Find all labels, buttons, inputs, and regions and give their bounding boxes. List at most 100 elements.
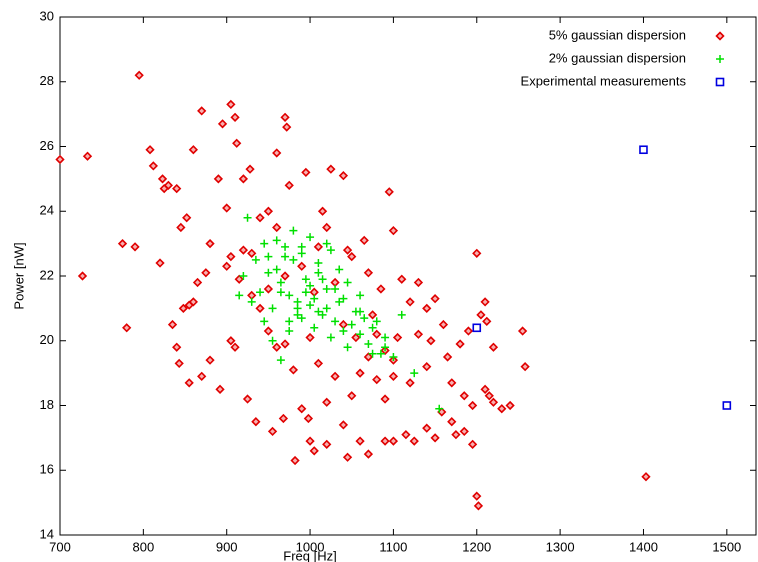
- point: [285, 291, 294, 300]
- point: [484, 391, 494, 401]
- point: [276, 278, 285, 287]
- legend-label: Experimental measurements: [521, 73, 687, 88]
- point: [309, 446, 319, 456]
- point: [301, 275, 310, 284]
- point: [263, 326, 274, 336]
- point: [335, 297, 344, 306]
- point: [167, 319, 178, 330]
- point: [134, 70, 144, 80]
- point: [255, 213, 265, 223]
- point: [313, 242, 324, 252]
- x-tick-label: 1000: [296, 539, 325, 554]
- point: [430, 433, 440, 443]
- point: [438, 319, 449, 330]
- point: [322, 284, 331, 293]
- point: [205, 238, 215, 249]
- point: [230, 112, 240, 122]
- point: [272, 222, 282, 233]
- point: [355, 368, 365, 378]
- point: [339, 327, 348, 336]
- point: [330, 371, 340, 381]
- point: [381, 343, 390, 352]
- point: [413, 277, 424, 288]
- point: [314, 259, 323, 268]
- point: [326, 164, 336, 174]
- point: [331, 317, 340, 326]
- point: [326, 333, 335, 342]
- point: [314, 268, 323, 277]
- point: [347, 320, 356, 329]
- legend-marker: [715, 31, 725, 41]
- point: [384, 187, 394, 197]
- point: [297, 404, 307, 414]
- point: [260, 317, 269, 326]
- point: [272, 265, 281, 274]
- point: [364, 339, 373, 348]
- point: [297, 261, 307, 271]
- point: [473, 501, 484, 511]
- point: [313, 358, 324, 369]
- point: [251, 417, 261, 427]
- point: [272, 342, 282, 352]
- point: [305, 436, 315, 446]
- point: [182, 213, 192, 223]
- legend-label: 2% gaussian dispersion: [549, 50, 686, 65]
- point: [235, 291, 244, 300]
- point: [285, 327, 294, 336]
- point: [455, 339, 465, 349]
- point: [174, 358, 184, 369]
- point: [310, 323, 319, 332]
- point: [172, 183, 182, 194]
- point: [122, 323, 132, 333]
- point: [410, 369, 419, 378]
- point: [389, 352, 398, 361]
- point: [280, 339, 290, 349]
- point: [297, 242, 306, 251]
- point: [472, 248, 482, 258]
- point: [342, 245, 353, 255]
- point: [413, 329, 424, 339]
- point: [488, 397, 499, 407]
- point: [276, 356, 285, 365]
- point: [356, 330, 365, 339]
- y-tick-label: 16: [40, 462, 54, 477]
- point: [293, 310, 302, 319]
- point: [517, 326, 528, 336]
- point: [263, 206, 274, 216]
- point: [148, 161, 158, 171]
- point: [422, 423, 432, 433]
- y-tick-label: 24: [40, 203, 54, 218]
- point: [264, 268, 273, 277]
- point: [322, 397, 332, 407]
- y-tick-label: 26: [40, 138, 54, 153]
- point: [272, 148, 282, 158]
- x-tick-label: 1500: [712, 539, 741, 554]
- point: [192, 277, 203, 288]
- x-tick-label: 1100: [379, 539, 407, 554]
- y-tick-label: 28: [40, 73, 54, 88]
- y-tick-label: 18: [40, 397, 54, 412]
- point: [388, 226, 399, 236]
- point: [447, 417, 457, 427]
- point: [459, 426, 469, 437]
- point: [392, 332, 403, 343]
- point: [381, 333, 390, 342]
- x-tick-label: 800: [133, 539, 155, 554]
- point: [309, 287, 319, 297]
- point: [360, 314, 369, 323]
- point: [267, 426, 278, 437]
- point: [290, 455, 300, 466]
- point: [306, 233, 315, 242]
- point: [641, 472, 651, 482]
- point: [376, 349, 385, 358]
- point: [184, 300, 194, 310]
- point: [397, 274, 407, 284]
- point: [347, 391, 357, 401]
- plot-frame: [59, 16, 757, 536]
- y-tick-label: 22: [40, 267, 54, 282]
- point: [330, 277, 340, 288]
- point: [282, 122, 292, 132]
- point: [372, 329, 382, 339]
- point: [520, 362, 530, 372]
- point: [397, 310, 406, 319]
